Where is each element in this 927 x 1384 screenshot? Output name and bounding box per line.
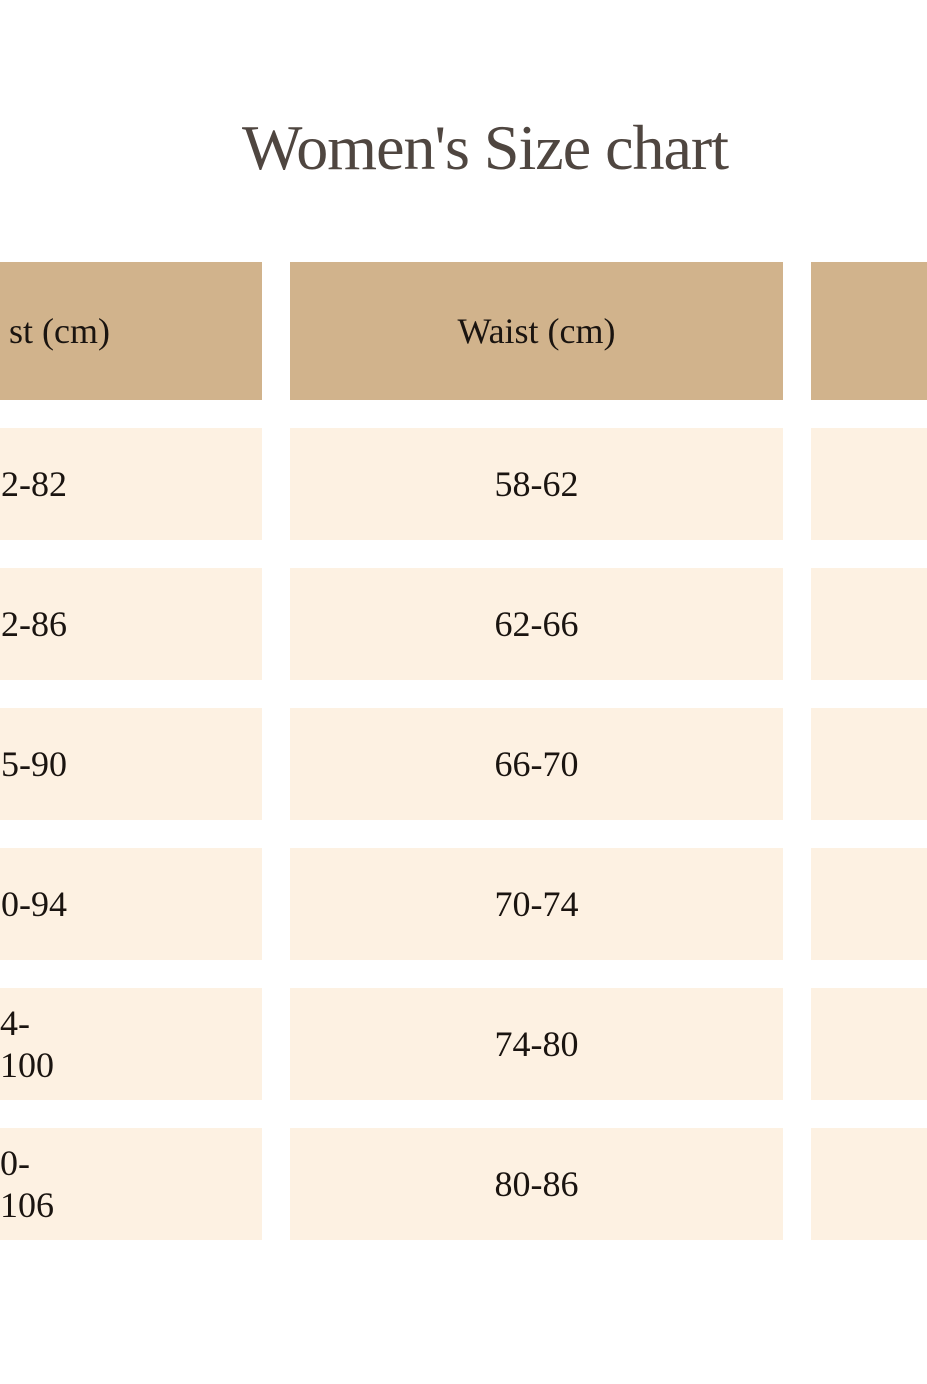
- waist-cell: 66-70: [290, 708, 783, 820]
- bust-cell: 2-82: [0, 428, 262, 540]
- waist-cell: 70-74: [290, 848, 783, 960]
- hips-cell: [811, 1128, 927, 1240]
- hips-cell: [811, 848, 927, 960]
- cell-value: 2-86: [1, 604, 67, 644]
- cell-value: 4-100: [0, 1003, 54, 1085]
- bust-cell: 0-94: [0, 848, 262, 960]
- bust-cell: 0-106: [0, 1128, 262, 1240]
- header-hips: [811, 262, 927, 400]
- hips-cell: [811, 428, 927, 540]
- waist-cell: 74-80: [290, 988, 783, 1100]
- cell-value: 2-82: [1, 464, 67, 504]
- cell-value: 5-90: [1, 744, 67, 784]
- waist-cell: 58-62: [290, 428, 783, 540]
- hips-cell: [811, 988, 927, 1100]
- cell-value: 0-106: [0, 1143, 54, 1225]
- hips-cell: [811, 568, 927, 680]
- header-label: st (cm): [9, 311, 110, 351]
- page-title: Women's Size chart: [242, 112, 729, 183]
- waist-cell: 62-66: [290, 568, 783, 680]
- bust-cell: 4-100: [0, 988, 262, 1100]
- header-waist: Waist (cm): [290, 262, 783, 400]
- cell-value: 0-94: [1, 884, 67, 924]
- bust-cell: 2-86: [0, 568, 262, 680]
- waist-cell: 80-86: [290, 1128, 783, 1240]
- hips-cell: [811, 708, 927, 820]
- bust-cell: 5-90: [0, 708, 262, 820]
- header-bust: st (cm): [0, 262, 262, 400]
